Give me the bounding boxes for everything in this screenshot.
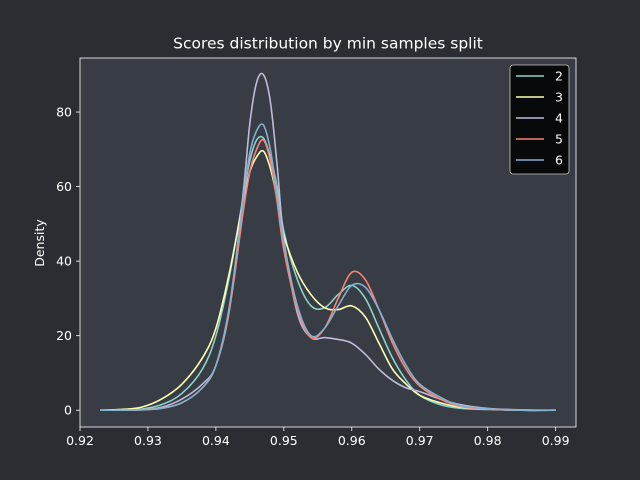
legend-label: 5 — [555, 132, 563, 147]
plot-area — [79, 57, 577, 428]
x-tick-label: 0.92 — [66, 433, 94, 448]
x-tick-label: 0.95 — [270, 433, 298, 448]
series-lines — [100, 72, 556, 412]
x-tick-label: 0.96 — [338, 433, 366, 448]
y-tick-label: 60 — [56, 179, 72, 194]
y-tick-label: 40 — [56, 254, 72, 269]
x-tick-label: 0.99 — [542, 433, 570, 448]
y-tick-label: 20 — [56, 328, 72, 343]
x-tick-label: 0.98 — [474, 433, 502, 448]
x-tick-label: 0.97 — [406, 433, 434, 448]
y-tick-label: 0 — [64, 403, 72, 418]
x-tick-label: 0.93 — [134, 433, 162, 448]
chart-title: Scores distribution by min samples split — [173, 35, 483, 53]
legend-label: 3 — [555, 90, 563, 105]
legend: 2 3 4 5 6 — [509, 64, 570, 175]
x-axis: 0.92 0.93 0.94 0.95 0.96 0.97 0.98 0.99 — [66, 427, 570, 448]
legend-label: 2 — [555, 69, 563, 84]
y-tick-label: 80 — [56, 105, 72, 120]
y-axis: 0 20 40 60 80 — [56, 105, 80, 418]
legend-label: 4 — [555, 111, 563, 126]
y-axis-label: Density — [32, 219, 47, 267]
series-line-6 — [100, 123, 556, 412]
x-tick-label: 0.94 — [202, 433, 230, 448]
series-line-3 — [100, 149, 556, 412]
legend-box — [509, 64, 570, 175]
legend-label: 6 — [555, 153, 563, 168]
